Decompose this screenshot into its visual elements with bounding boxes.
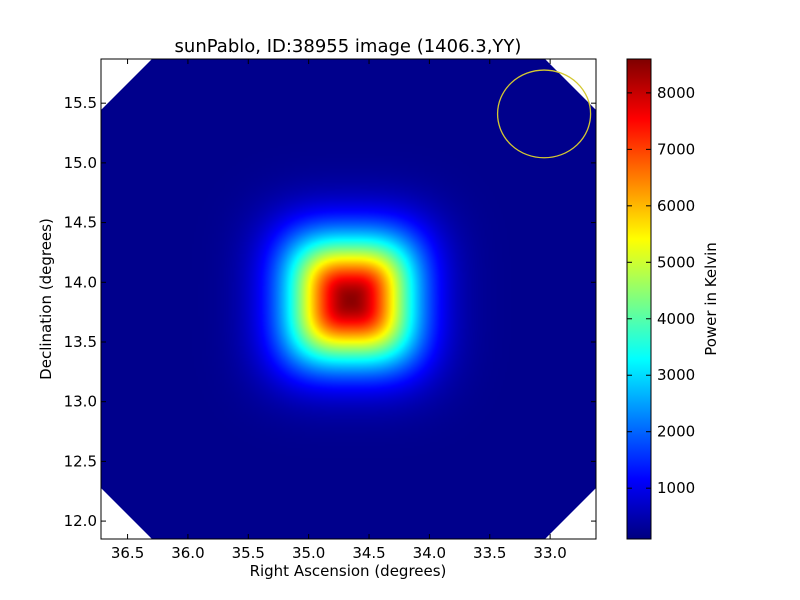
colorbar-tick-label: 5000 xyxy=(657,253,695,271)
x-tick-label: 36.0 xyxy=(171,544,204,562)
y-axis: 12.0 12.5 13.0 13.5 14.0 14.5 15.0 15.5 xyxy=(64,94,596,530)
x-tick-label: 33.0 xyxy=(533,544,566,562)
masked-corner-bottom-left xyxy=(101,488,152,539)
colorbar-tick-label: 4000 xyxy=(657,310,695,328)
y-tick-label: 12.0 xyxy=(64,512,97,530)
masked-corner-top-left xyxy=(101,59,152,110)
x-tick-label: 36.5 xyxy=(111,544,144,562)
colorbar-axis: 1000 2000 3000 4000 5000 6000 7000 8000 xyxy=(627,84,695,497)
x-axis-label: Right Ascension (degrees) xyxy=(250,562,447,580)
x-tick-label: 33.5 xyxy=(473,544,506,562)
heatmap-image xyxy=(101,59,596,539)
colorbar-tick-label: 1000 xyxy=(657,479,695,497)
beam-circle xyxy=(496,69,592,159)
plot-frame xyxy=(100,58,597,540)
x-tick-label: 35.5 xyxy=(232,544,265,562)
masked-corner-bottom-right xyxy=(545,488,596,539)
x-tick-label: 35.0 xyxy=(292,544,325,562)
y-tick-label: 12.5 xyxy=(64,452,97,470)
colorbar-tick-label: 2000 xyxy=(657,423,695,441)
x-axis: 36.5 36.0 35.5 35.0 34.5 34.0 33.5 33.0 xyxy=(111,59,567,562)
y-tick-label: 14.0 xyxy=(64,273,97,291)
chart-title: sunPablo, ID:38955 image (1406.3,YY) xyxy=(175,36,522,57)
colorbar-tick-label: 8000 xyxy=(657,84,695,102)
colorbar-tick-label: 7000 xyxy=(657,140,695,158)
y-tick-label: 13.0 xyxy=(64,393,97,411)
colorbar-label: Power in Kelvin xyxy=(702,242,720,356)
heatmap-area xyxy=(101,59,596,539)
y-tick-label: 15.5 xyxy=(64,94,97,112)
x-tick-label: 34.5 xyxy=(352,544,385,562)
y-axis-label: Declination (degrees) xyxy=(37,218,55,380)
y-tick-label: 15.0 xyxy=(64,154,97,172)
x-tick-label: 34.0 xyxy=(413,544,446,562)
y-tick-label: 14.5 xyxy=(64,214,97,232)
colorbar xyxy=(626,58,652,540)
y-tick-label: 13.5 xyxy=(64,333,97,351)
colorbar-tick-label: 6000 xyxy=(657,197,695,215)
colorbar-tick-label: 3000 xyxy=(657,366,695,384)
